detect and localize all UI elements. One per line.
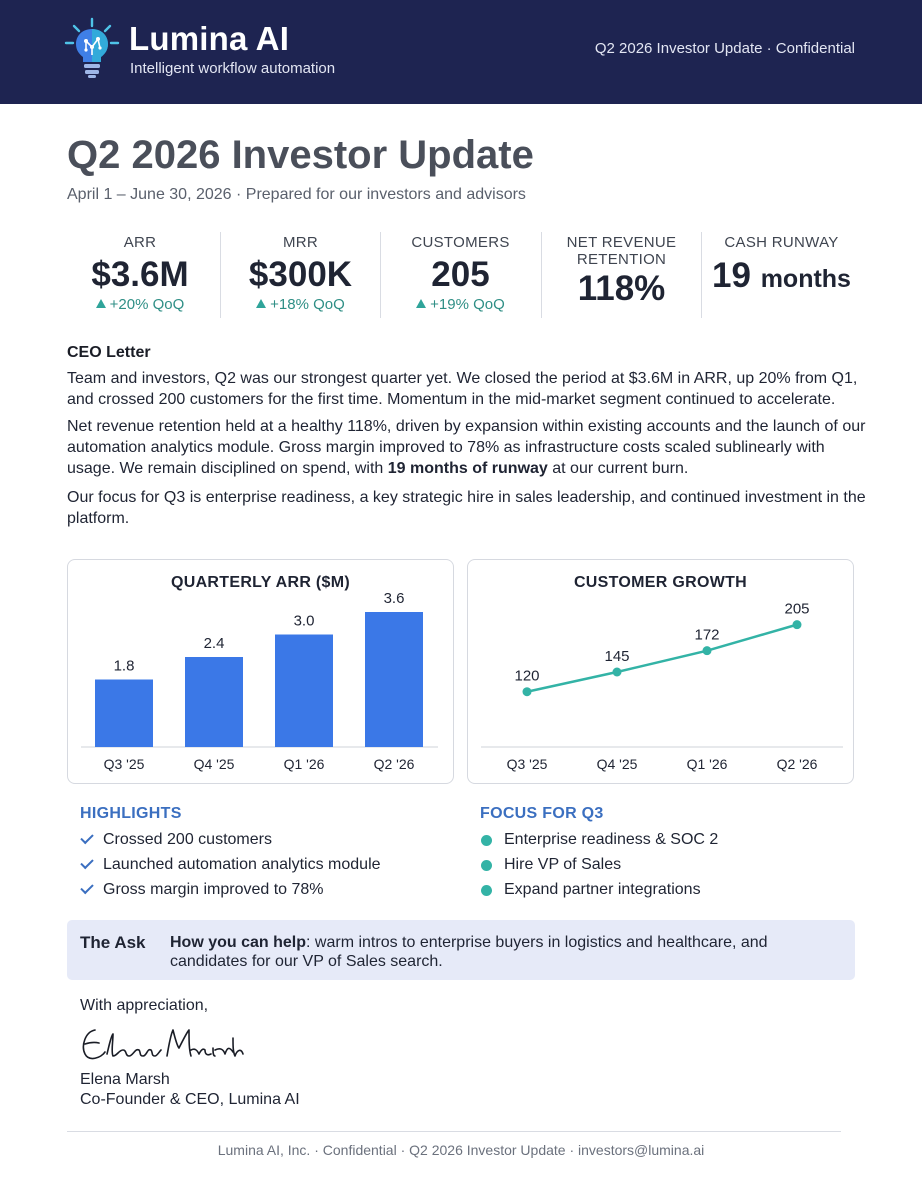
x-tick-label: Q2 '26: [374, 756, 415, 772]
bar: [185, 657, 243, 747]
trend-up-icon: [95, 299, 106, 308]
bullet-dot-icon: [481, 835, 492, 846]
focus-item: Hire VP of Sales: [504, 856, 622, 873]
kpi-strip: ARR $3.6M +20% QoQ MRR $300K +18% QoQ CU…: [60, 232, 870, 318]
data-label: 2.4: [204, 635, 225, 652]
kpi-change: +19% QoQ: [381, 296, 540, 313]
bar: [365, 612, 423, 747]
kpi-arr: ARR $3.6M +20% QoQ: [60, 232, 220, 318]
x-tick-label: Q3 '25: [507, 756, 548, 772]
series-line: [526, 623, 798, 693]
ask-body: : warm intros to enterprise buyers in lo…: [170, 934, 768, 970]
kpi-net-revenue-retention: NET REVENUE RETENTION 118%: [541, 232, 701, 318]
ask-label: The Ask: [80, 933, 146, 952]
kpi-label-line: NET REVENUE: [566, 234, 677, 251]
kpi-change: +20% QoQ: [60, 296, 220, 313]
kpi-label: NET REVENUE RETENTION: [542, 232, 701, 268]
paragraph-text: at our current burn.: [547, 460, 689, 477]
kpi-label: ARR: [123, 234, 157, 251]
x-tick-label: Q1 '26: [284, 756, 325, 772]
ceo-letter-paragraph-1: Team and investors, Q2 was our strongest…: [67, 370, 858, 408]
ask-emphasis: How you can help: [170, 934, 307, 951]
x-tick-label: Q4 '25: [194, 756, 235, 772]
kpi-label-line: RETENTION: [576, 251, 667, 268]
kpi-value-unit: months: [760, 265, 851, 293]
kpi-label: CUSTOMERS: [411, 234, 510, 251]
kpi-value: $300K: [248, 255, 353, 294]
bullet-dot-icon: [481, 885, 492, 896]
data-label: 1.8: [114, 658, 135, 675]
kpi-mrr: MRR $300K +18% QoQ: [220, 232, 380, 318]
page-subtitle: April 1 – June 30, 2026 · Prepared for o…: [67, 186, 526, 203]
ceo-letter-paragraph-2: Net revenue retention held at a healthy …: [67, 416, 867, 479]
page-footer: Lumina AI, Inc. · Confidential · Q2 2026…: [217, 1142, 705, 1158]
bullet-dot-icon: [481, 860, 492, 871]
bar: [95, 679, 153, 747]
kpi-cash-runway: CASH RUNWAY 19 months: [701, 232, 861, 318]
kpi-label: CASH RUNWAY: [724, 234, 839, 251]
ask-text: How you can help: warm intros to enterpr…: [170, 933, 810, 971]
ceo-letter-heading: CEO Letter: [67, 344, 151, 361]
data-point: [702, 646, 712, 656]
signatory-name: Elena Marsh: [80, 1071, 170, 1088]
the-ask-callout: The Ask How you can help: warm intros to…: [67, 920, 855, 980]
paragraph-text: Net revenue retention held at a healthy …: [67, 418, 866, 477]
chart-title: CUSTOMER GROWTH: [573, 574, 748, 591]
data-label: 145: [604, 648, 629, 665]
kpi-value: 19 months: [702, 256, 861, 299]
data-label: 120: [514, 668, 539, 685]
focus-item: Expand partner integrations: [504, 881, 701, 898]
lightbulb-circuit-icon: [64, 17, 120, 78]
data-label: 205: [784, 601, 809, 618]
handwritten-signature: [82, 1029, 244, 1060]
highlight-item: Gross margin improved to 78%: [103, 881, 324, 898]
kpi-value: 205: [431, 255, 490, 294]
brand-tagline: Intelligent workflow automation: [130, 60, 336, 77]
kpi-value: $3.6M: [91, 255, 189, 294]
kpi-value: 118%: [577, 269, 666, 308]
page-title: Q2 2026 Investor Update: [67, 133, 534, 177]
header-confidential-label: Q2 2026 Investor Update · Confidential: [594, 40, 855, 57]
highlight-item: Crossed 200 customers: [103, 831, 272, 848]
highlights-heading: HIGHLIGHTS: [80, 805, 182, 822]
data-point: [612, 667, 622, 677]
brand-name: Lumina AI: [129, 20, 290, 57]
checkmark-icon: [80, 830, 94, 845]
x-tick-label: Q1 '26: [687, 756, 728, 772]
data-label: 3.6: [384, 590, 405, 607]
chart-title: QUARTERLY ARR ($M): [170, 574, 351, 591]
customer-line-chart: 120 Q3 '25 145 Q4 '25 172 Q1 '26 205 Q2 '26: [481, 601, 843, 772]
trend-up-icon: [256, 299, 267, 308]
data-point: [792, 620, 802, 630]
footer-divider: [67, 1131, 841, 1132]
x-tick-label: Q3 '25: [104, 756, 145, 772]
kpi-change-text: +18% QoQ: [270, 296, 345, 313]
page-header: Lumina AI Intelligent workflow automatio…: [0, 0, 922, 104]
kpi-change-text: +20% QoQ: [109, 296, 185, 313]
bar: [275, 634, 333, 747]
checkmark-icon: [80, 880, 94, 895]
arr-bar-chart: 1.8 Q3 '25 2.4 Q4 '25 3.0 Q1 '26 3.6 Q2 '26: [81, 590, 438, 772]
x-tick-label: Q2 '26: [777, 756, 818, 772]
focus-heading: FOCUS FOR Q3: [480, 805, 604, 822]
runway-emphasis: 19 months of runway: [387, 460, 548, 477]
kpi-customers: CUSTOMERS 205 +19% QoQ: [380, 232, 540, 318]
focus-item: Enterprise readiness & SOC 2: [504, 831, 719, 848]
customer-chart-card: CUSTOMER GROWTH 120 Q3 '25 145 Q4 '25 172 Q1 …: [467, 559, 854, 784]
data-label: 3.0: [294, 613, 315, 630]
data-point: [522, 687, 532, 697]
trend-up-icon: [416, 299, 427, 308]
kpi-change: +18% QoQ: [221, 296, 380, 313]
data-label: 172: [694, 627, 719, 644]
checkmark-icon: [80, 855, 94, 870]
kpi-label: MRR: [282, 234, 319, 251]
kpi-value-number: 19: [712, 256, 751, 295]
signatory-title: Co-Founder & CEO, Lumina AI: [80, 1091, 300, 1108]
arr-chart-card: QUARTERLY ARR ($M) 1.8 Q3 '25 2.4 Q4 '25 3.0…: [67, 559, 454, 784]
ceo-letter-paragraph-3: Our focus for Q3 is enterprise readiness…: [67, 489, 866, 527]
highlight-item: Launched automation analytics module: [103, 856, 381, 873]
x-tick-label: Q4 '25: [597, 756, 638, 772]
kpi-change-text: +19% QoQ: [430, 296, 505, 313]
closing-salutation: With appreciation,: [80, 997, 209, 1014]
